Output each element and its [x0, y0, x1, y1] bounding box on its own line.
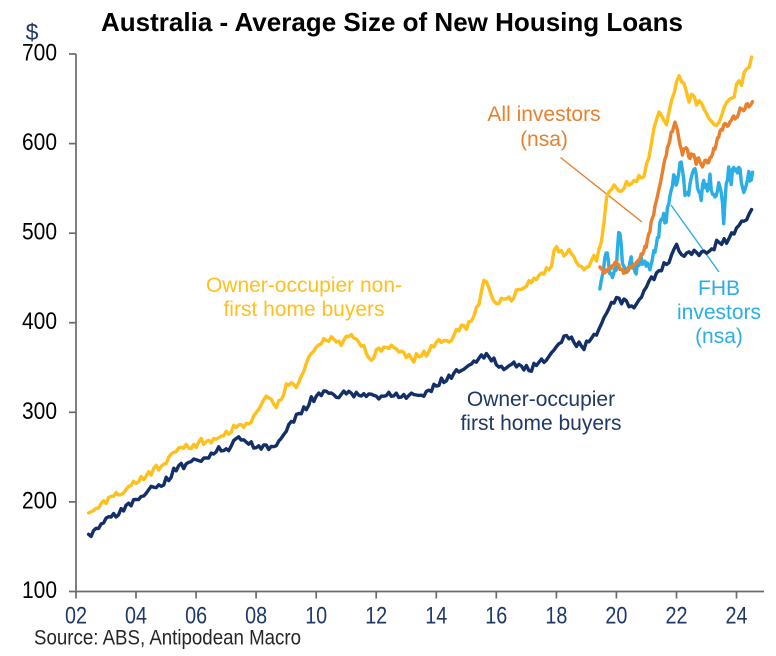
svg-text:(nsa): (nsa) — [695, 325, 743, 348]
svg-text:10: 10 — [305, 603, 327, 630]
svg-text:16: 16 — [485, 603, 507, 630]
svg-text:300: 300 — [22, 398, 57, 425]
svg-text:02: 02 — [65, 603, 87, 630]
svg-text:investors: investors — [677, 301, 761, 324]
svg-text:18: 18 — [545, 603, 567, 630]
svg-text:400: 400 — [22, 308, 57, 335]
svg-text:600: 600 — [22, 129, 57, 156]
svg-text:FHB: FHB — [698, 277, 740, 300]
svg-text:20: 20 — [605, 603, 627, 630]
svg-text:Source: ABS, Antipodean Macro: Source: ABS, Antipodean Macro — [34, 627, 301, 650]
svg-text:first home buyers: first home buyers — [223, 298, 384, 321]
svg-text:06: 06 — [185, 603, 207, 630]
svg-text:22: 22 — [666, 603, 688, 630]
svg-text:700: 700 — [22, 40, 57, 67]
svg-text:200: 200 — [22, 487, 57, 514]
svg-text:04: 04 — [125, 603, 147, 630]
svg-text:Owner-occupier non-: Owner-occupier non- — [206, 274, 402, 297]
svg-text:first home buyers: first home buyers — [460, 412, 621, 435]
svg-text:$: $ — [26, 19, 39, 45]
svg-text:12: 12 — [365, 603, 387, 630]
svg-text:14: 14 — [425, 603, 447, 630]
svg-text:(nsa): (nsa) — [520, 128, 568, 151]
svg-text:08: 08 — [245, 603, 267, 630]
svg-text:500: 500 — [22, 219, 57, 246]
svg-text:24: 24 — [726, 603, 748, 630]
svg-text:Australia - Average Size of Ne: Australia - Average Size of New Housing … — [101, 7, 683, 37]
svg-text:100: 100 — [22, 577, 57, 604]
svg-text:All investors: All investors — [487, 103, 600, 126]
svg-text:Owner-occupier: Owner-occupier — [467, 388, 615, 411]
